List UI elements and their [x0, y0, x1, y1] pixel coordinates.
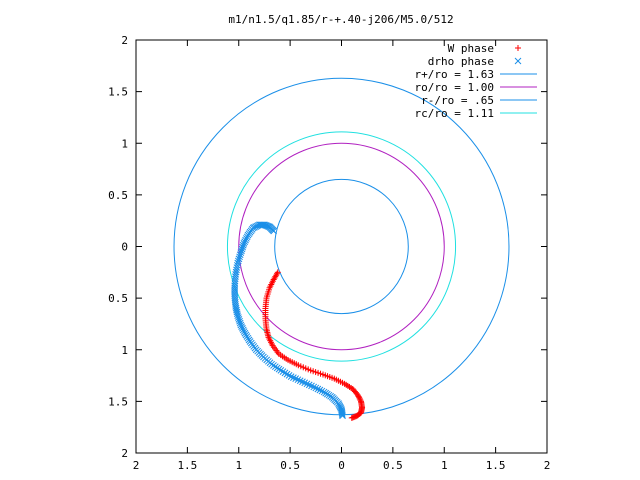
y-tick-label: 1 — [121, 344, 128, 357]
data-point — [241, 238, 249, 246]
data-point — [318, 387, 326, 395]
y-tick-label: 0.5 — [108, 292, 128, 305]
data-point — [239, 326, 247, 334]
series-2-points — [231, 221, 346, 420]
legend-label: W phase — [448, 42, 494, 55]
data-point — [239, 241, 247, 249]
data-point — [314, 385, 322, 393]
legend-marker — [515, 45, 521, 51]
data-point — [233, 310, 241, 318]
series-circle-1 — [173, 77, 510, 416]
legend-marker — [514, 57, 522, 65]
data-point — [244, 231, 252, 239]
data-point — [338, 409, 346, 417]
data-point — [339, 412, 346, 420]
series-circle-2 — [238, 142, 445, 351]
legend-label: r+/ro = 1.63 — [415, 68, 494, 81]
data-point — [236, 251, 244, 259]
series-circle-4 — [226, 131, 457, 362]
data-point — [242, 235, 250, 242]
data-point — [236, 253, 243, 261]
data-point — [235, 316, 243, 323]
data-point — [240, 240, 248, 247]
data-point — [348, 414, 355, 421]
x-tick-label: 2 — [133, 459, 140, 472]
data-point — [338, 411, 346, 418]
data-point — [238, 245, 246, 253]
y-tick-label: 1.5 — [108, 86, 128, 99]
x-tick-label: 0 — [338, 459, 345, 472]
data-point — [234, 312, 242, 320]
chart-title: m1/n1.5/q1.85/r-+.40-j206/M5.0/512 — [228, 13, 453, 26]
data-point — [235, 255, 243, 263]
data-point — [236, 319, 244, 327]
data-point — [237, 249, 245, 257]
y-tick-label: 1.5 — [108, 395, 128, 408]
data-point — [256, 221, 264, 229]
series-1-points — [262, 269, 366, 421]
data-point — [238, 323, 245, 330]
x-tick-label: 1.5 — [486, 459, 506, 472]
data-point — [238, 247, 245, 255]
y-tick-label: 1 — [121, 137, 128, 150]
data-point — [239, 324, 246, 332]
data-point — [310, 383, 318, 391]
data-point — [312, 384, 320, 392]
data-points — [231, 221, 366, 421]
data-point — [236, 317, 243, 325]
y-tick-label: 2 — [121, 447, 128, 460]
x-tick-label: 1 — [235, 459, 242, 472]
data-point — [240, 328, 248, 335]
data-point — [237, 321, 245, 329]
legend-label: drho phase — [428, 55, 494, 68]
y-tick-label: 2 — [121, 34, 128, 47]
series-circle-3 — [274, 178, 409, 315]
axis-ticks: 2 1.5 1 0.5 0 0.5 1 1.5 221.510.500.511.52 — [108, 34, 550, 472]
x-tick-label: 1 — [441, 459, 448, 472]
data-point — [243, 233, 251, 241]
x-tick-label: 1.5 — [177, 459, 197, 472]
data-point — [239, 243, 247, 251]
y-tick-label: 0.5 — [108, 189, 128, 202]
reference-circles — [173, 77, 510, 416]
data-point — [242, 236, 249, 244]
x-tick-label: 2 — [544, 459, 551, 472]
data-point — [234, 314, 242, 321]
data-point — [271, 275, 278, 282]
legend-label: r-/ro = .65 — [421, 94, 494, 107]
y-tick-label: 0 — [121, 241, 128, 254]
x-tick-label: 0.5 — [280, 459, 300, 472]
x-tick-label: 0.5 — [383, 459, 403, 472]
legend-label: ro/ro = 1.00 — [415, 81, 494, 94]
data-point — [316, 386, 324, 394]
legend-label: rc/ro = 1.11 — [415, 107, 494, 120]
